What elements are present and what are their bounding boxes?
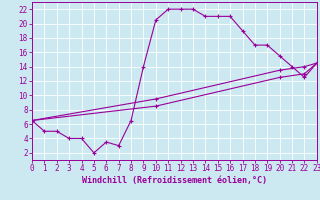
X-axis label: Windchill (Refroidissement éolien,°C): Windchill (Refroidissement éolien,°C) bbox=[82, 176, 267, 185]
